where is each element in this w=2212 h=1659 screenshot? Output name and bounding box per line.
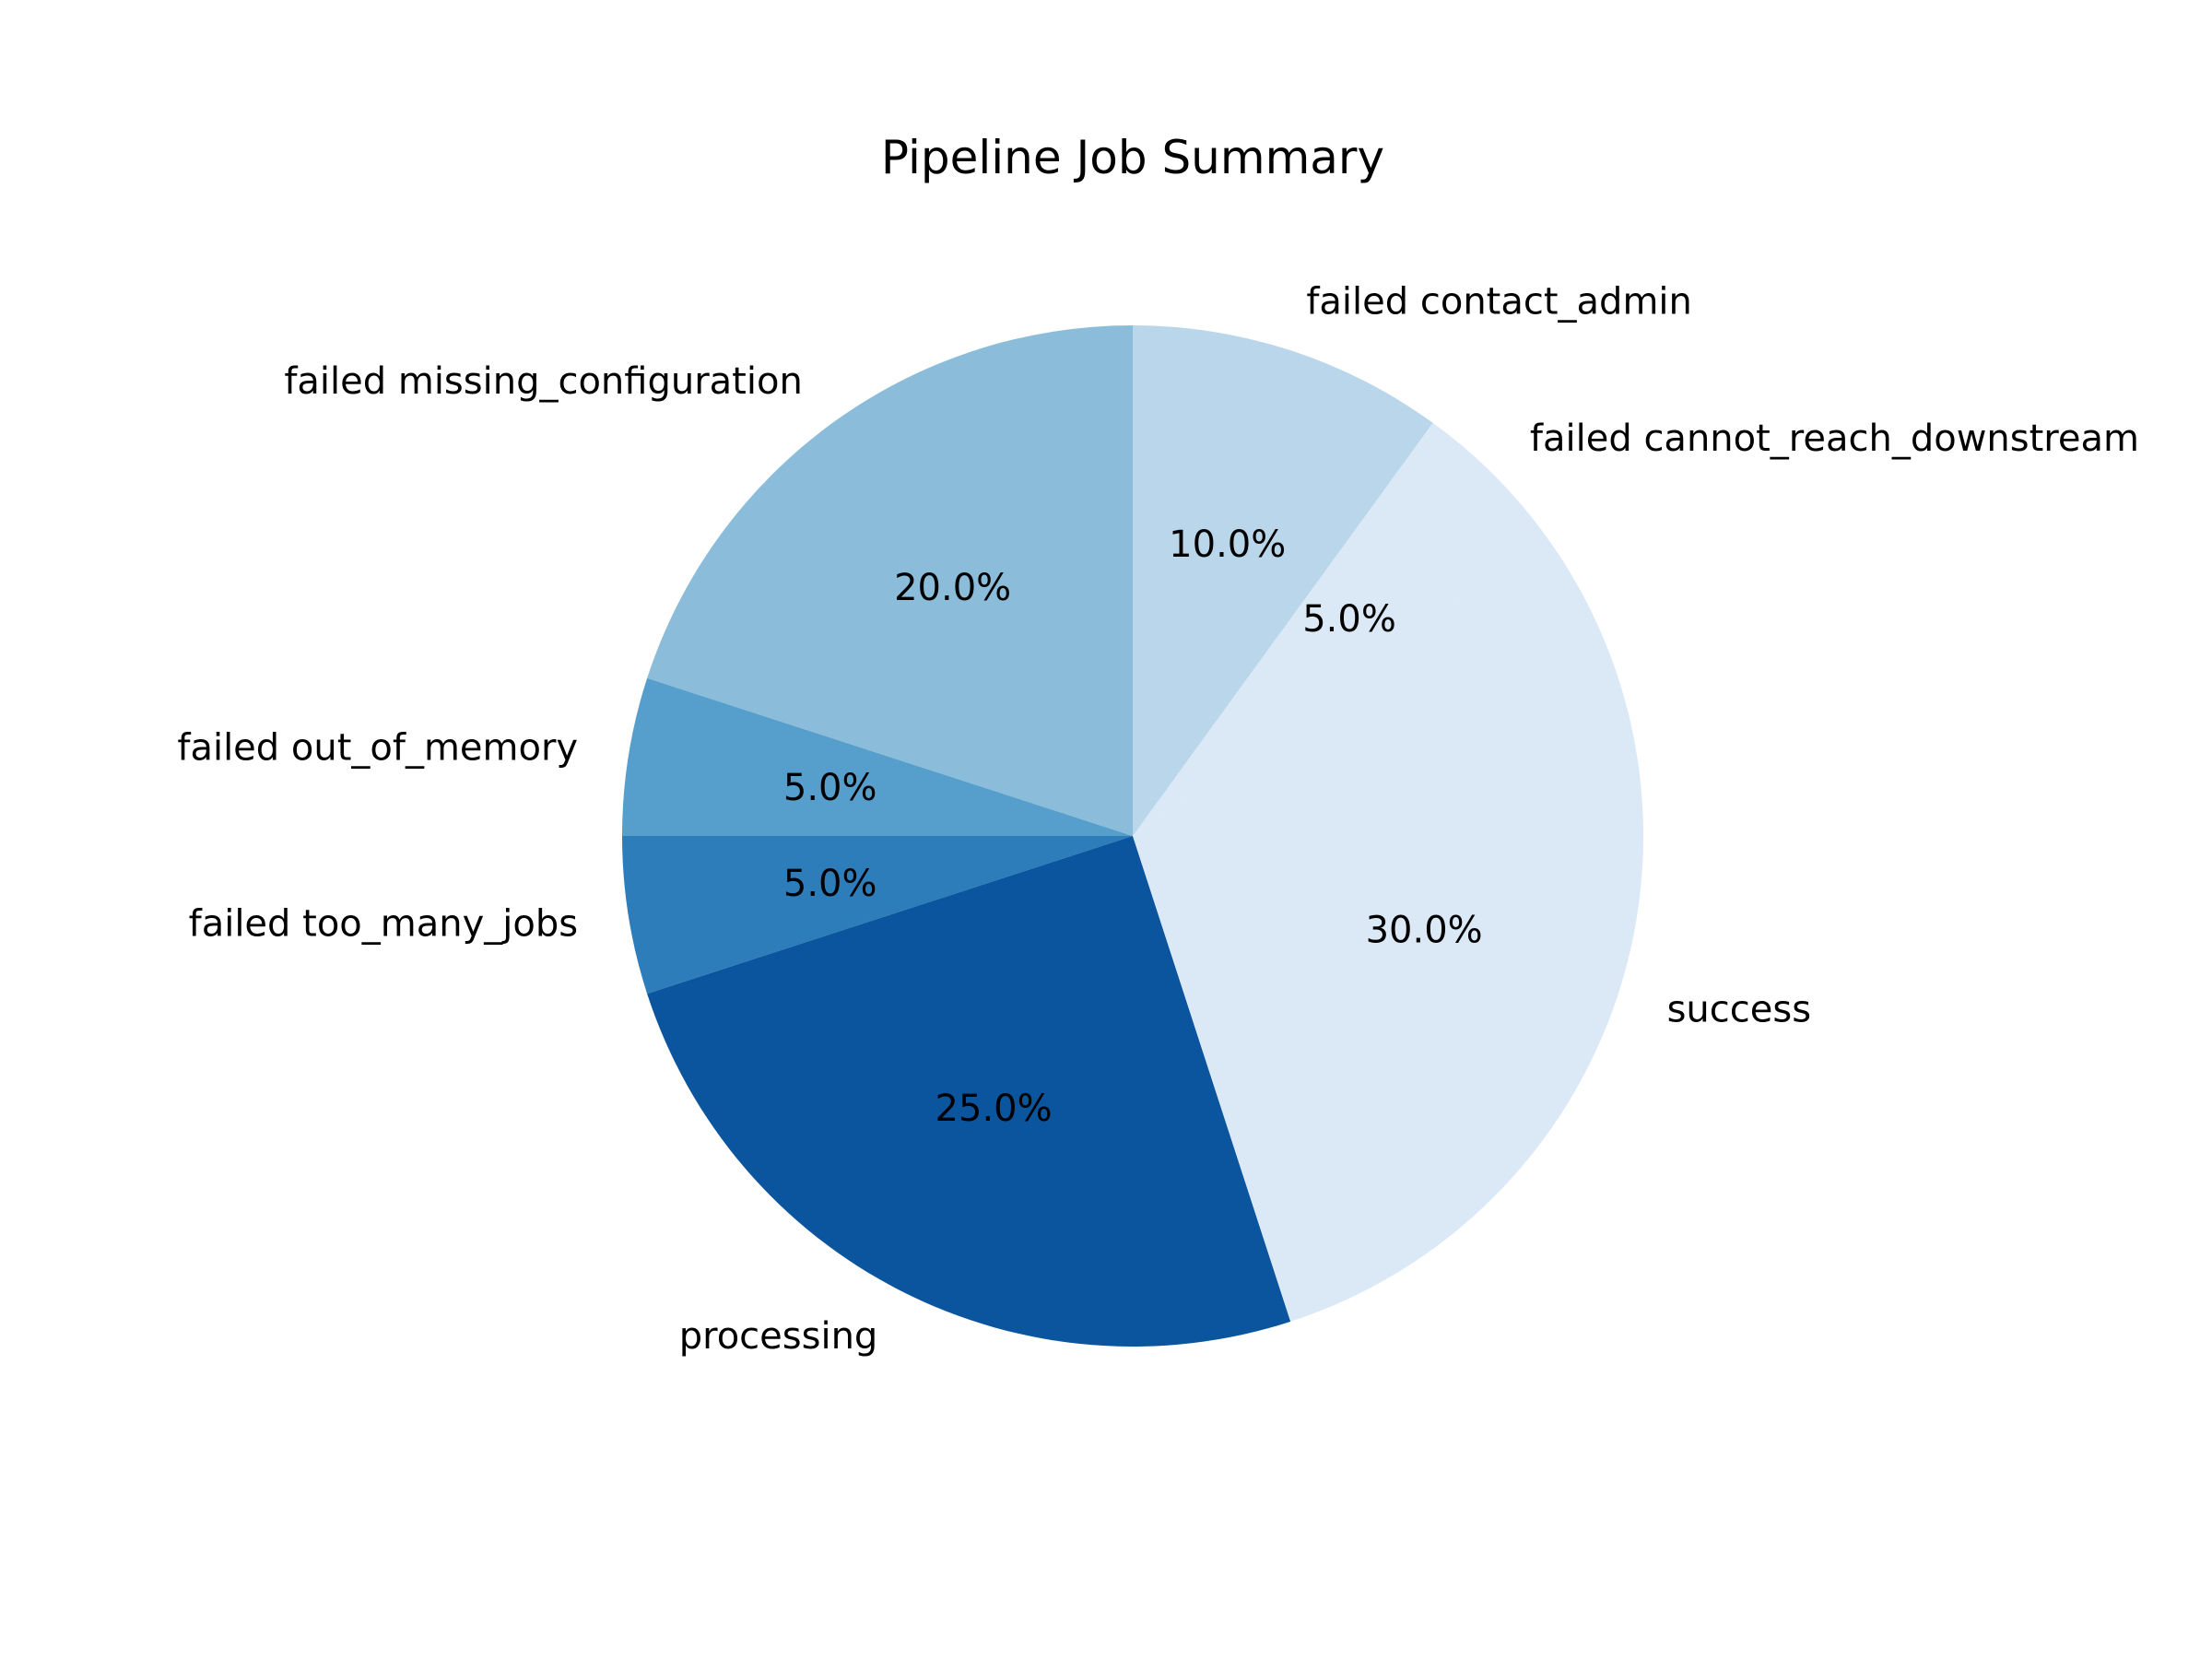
- pct-label-failed-cannot-reach-downstream: 5.0%: [1302, 598, 1396, 641]
- pie-slice-failed-out-of-memory: [622, 677, 1133, 836]
- pie-slice-success: [1133, 535, 1644, 1322]
- pct-label-success: 30.0%: [1366, 910, 1483, 952]
- slice-label-failed-missing-configuration: failed missing_configuration: [284, 360, 802, 403]
- pct-label-failed-out-of-memory: 5.0%: [783, 767, 877, 809]
- pie-slices: [622, 325, 1644, 1347]
- pie-labels: 20.0% failed missing_configuration 5.0% fai…: [177, 280, 2139, 1358]
- slice-label-processing: processing: [679, 1315, 878, 1358]
- pct-label-failed-contact-admin: 10.0%: [1169, 524, 1286, 566]
- slice-label-failed-too-many-jobs: failed too_many_jobs: [189, 902, 578, 945]
- pie-slice-failed-contact-admin: [1133, 325, 1433, 836]
- pct-label-failed-missing-configuration: 20.0%: [894, 567, 1011, 609]
- pie-slice-failed-cannot-reach-downstream: [1133, 422, 1547, 836]
- pie-slice-processing: [647, 836, 1291, 1347]
- slice-label-failed-cannot-reach-downstream: failed cannot_reach_downstream: [1530, 418, 2139, 460]
- pct-label-processing: 25.0%: [935, 1088, 1053, 1130]
- pie-slice-failed-too-many-jobs: [622, 836, 1133, 994]
- pct-label-failed-too-many-jobs: 5.0%: [783, 863, 877, 905]
- chart-title: Pipeline Job Summary: [881, 131, 1384, 184]
- slice-label-success: success: [1667, 988, 1811, 1030]
- slice-label-failed-contact-admin: failed contact_admin: [1306, 280, 1692, 323]
- pie-slice-failed-missing-configuration: [647, 325, 1133, 836]
- slice-label-failed-out-of-memory: failed out_of_memory: [177, 727, 578, 770]
